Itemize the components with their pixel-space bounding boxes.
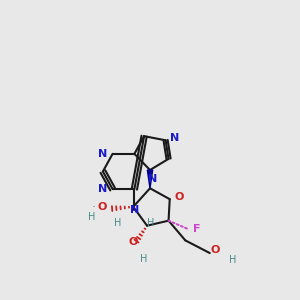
Text: O: O [128,237,138,247]
Text: O: O [175,192,184,202]
Text: N: N [148,174,158,184]
Text: H: H [147,218,155,228]
Text: N: N [98,184,107,194]
Text: ·: · [92,201,96,214]
Text: H: H [114,218,121,228]
Text: N: N [130,205,139,215]
Text: O: O [97,202,107,212]
Text: N: N [98,149,107,159]
Text: H: H [88,212,96,222]
Text: F: F [193,224,200,235]
Text: H: H [229,255,236,266]
Text: O: O [211,245,220,255]
Text: H: H [140,254,147,264]
Polygon shape [147,170,153,188]
Text: N: N [170,133,179,143]
